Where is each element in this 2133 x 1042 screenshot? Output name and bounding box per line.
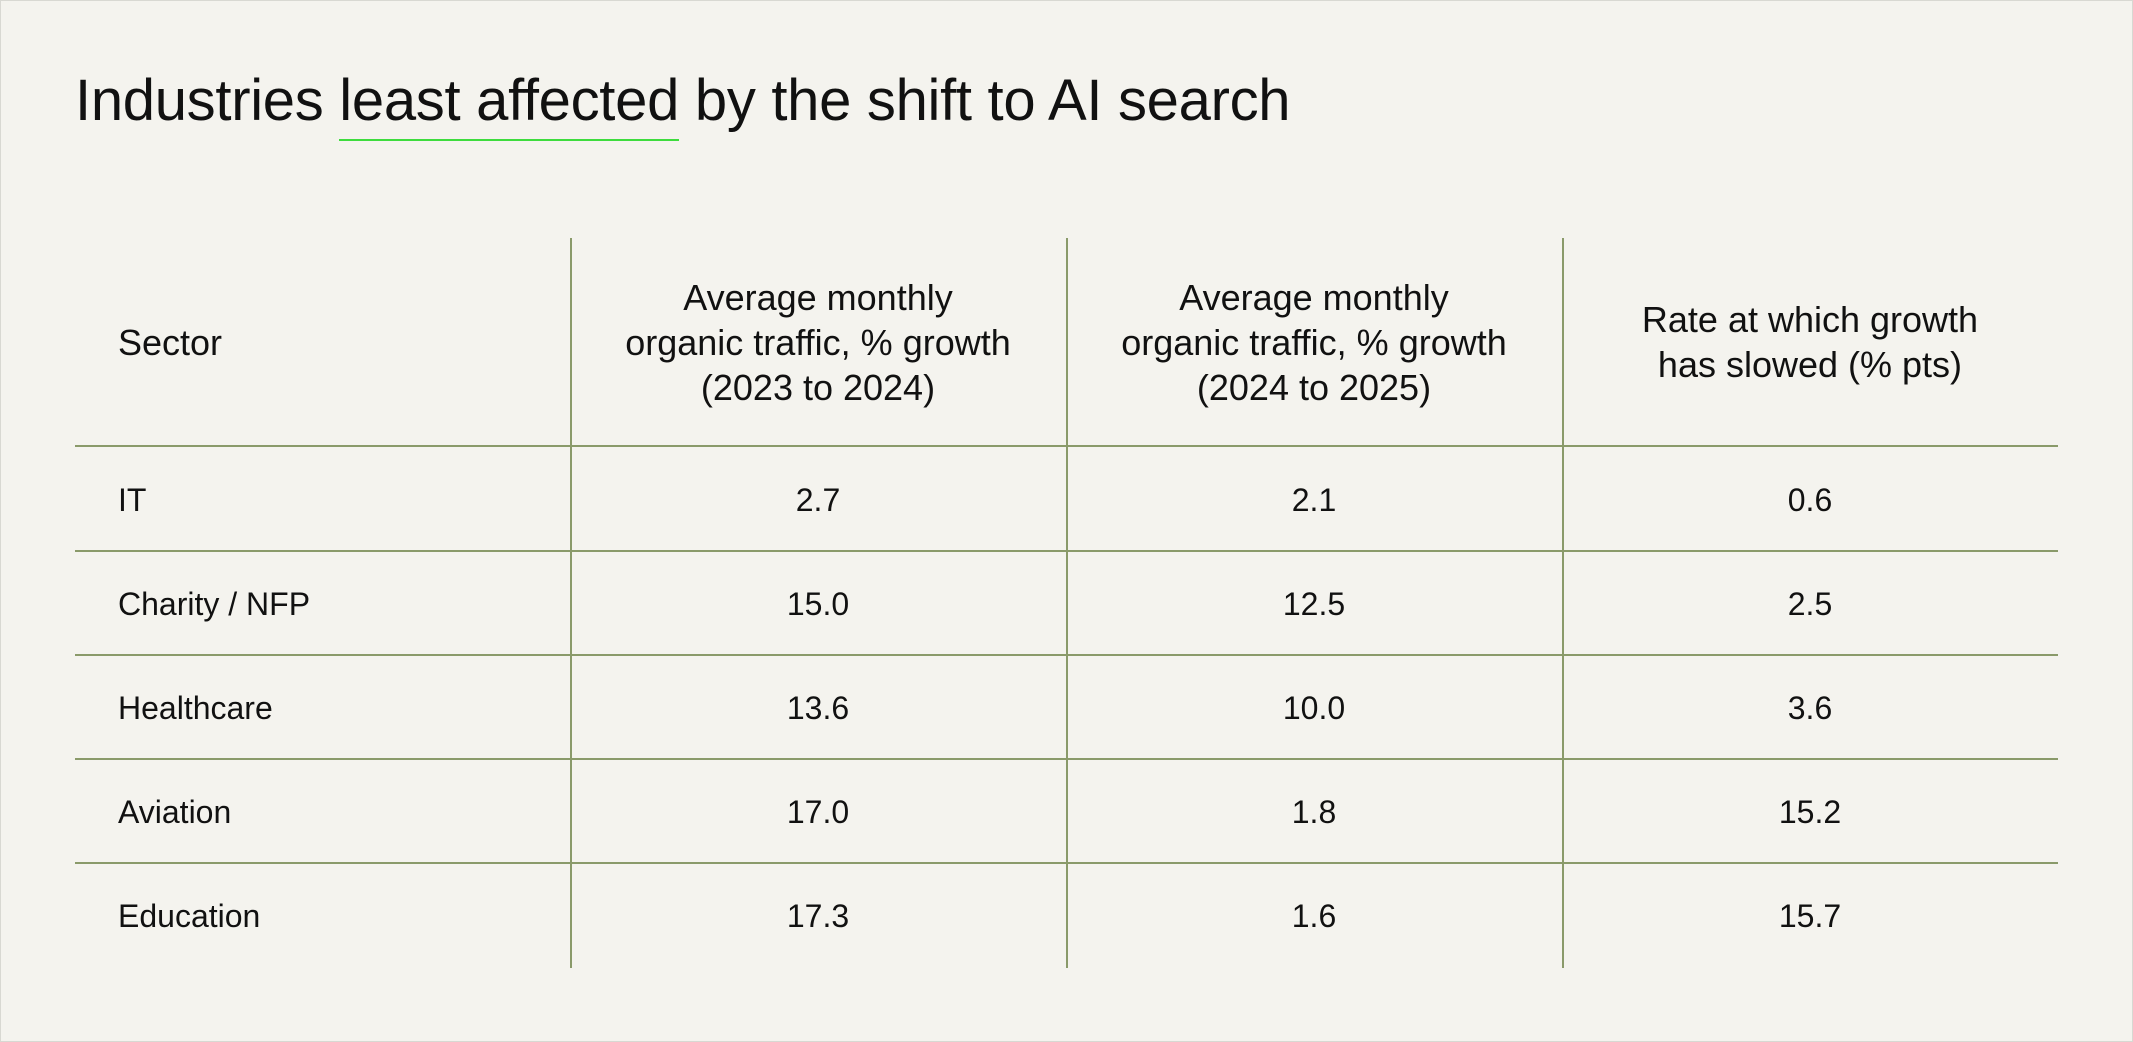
cell-sector: Education <box>118 897 261 934</box>
column-header-label: Sector <box>118 321 223 363</box>
column-header-growth-2024-2025: Average monthly organic traffic, % growt… <box>1066 238 1562 446</box>
table-row: IT 2.7 2.1 0.6 <box>75 448 2058 552</box>
title-highlight: least affected <box>339 68 679 141</box>
cell-slowdown-rate: 15.2 <box>1778 793 1842 830</box>
cell-growth-2023-2024: 17.0 <box>786 793 850 830</box>
cell-sector: IT <box>118 481 147 518</box>
title-suffix: by the shift to AI search <box>679 68 1291 133</box>
cell-growth-2023-2024: 15.0 <box>786 585 850 622</box>
data-table: Sector Average monthly organic traffic, … <box>75 238 2058 968</box>
title-prefix: Industries <box>75 68 340 133</box>
column-header-slowdown-rate: Rate at which growth has slowed (% pts) <box>1562 238 2058 446</box>
cell-slowdown-rate: 3.6 <box>1787 689 1833 726</box>
cell-growth-2023-2024: 17.3 <box>786 897 850 934</box>
cell-growth-2024-2025: 1.6 <box>1291 897 1337 934</box>
cell-sector: Aviation <box>118 793 232 830</box>
page-title: Industries least affected by the shift t… <box>75 65 1291 141</box>
column-header-sector: Sector <box>75 238 570 446</box>
column-divider <box>570 238 572 968</box>
cell-growth-2023-2024: 2.7 <box>795 481 841 518</box>
table-row: Charity / NFP 15.0 12.5 2.5 <box>75 552 2058 656</box>
column-header-label: Rate at which growth has slowed (% pts) <box>1641 299 1979 385</box>
table-row: Aviation 17.0 1.8 15.2 <box>75 760 2058 864</box>
column-divider <box>1066 238 1068 968</box>
cell-slowdown-rate: 0.6 <box>1787 481 1833 518</box>
column-header-label: Average monthly organic traffic, % growt… <box>625 276 1011 408</box>
table-header-row: Sector Average monthly organic traffic, … <box>75 238 2058 446</box>
column-divider <box>1562 238 1564 968</box>
column-header-label: Average monthly organic traffic, % growt… <box>1121 276 1507 408</box>
cell-growth-2024-2025: 12.5 <box>1282 585 1346 622</box>
table-row: Education 17.3 1.6 15.7 <box>75 864 2058 968</box>
cell-slowdown-rate: 15.7 <box>1778 897 1842 934</box>
cell-growth-2024-2025: 2.1 <box>1291 481 1337 518</box>
cell-sector: Healthcare <box>118 689 273 726</box>
cell-sector: Charity / NFP <box>118 585 311 622</box>
cell-growth-2024-2025: 1.8 <box>1291 793 1337 830</box>
column-header-growth-2023-2024: Average monthly organic traffic, % growt… <box>570 238 1066 446</box>
cell-slowdown-rate: 2.5 <box>1787 585 1833 622</box>
cell-growth-2024-2025: 10.0 <box>1282 689 1346 726</box>
cell-growth-2023-2024: 13.6 <box>786 689 850 726</box>
table-row: Healthcare 13.6 10.0 3.6 <box>75 656 2058 760</box>
